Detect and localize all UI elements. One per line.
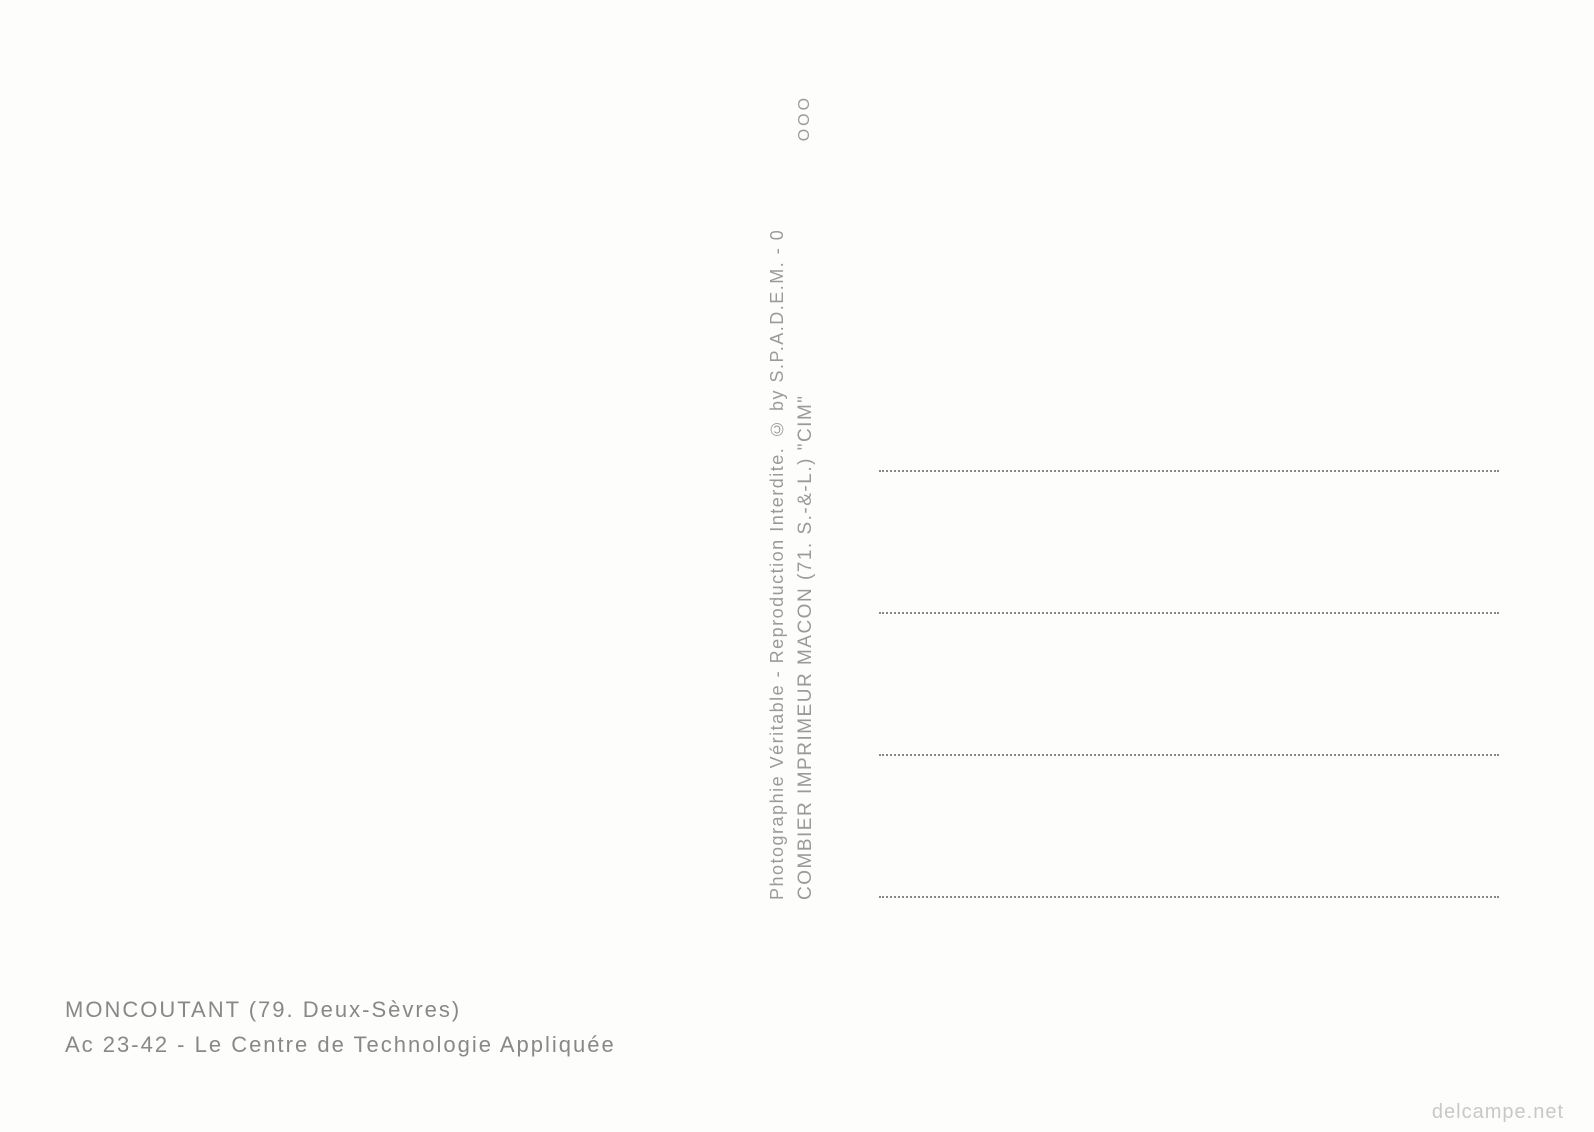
caption-location: MONCOUTANT (79. Deux-Sèvres) bbox=[65, 992, 616, 1027]
address-line-3 bbox=[879, 754, 1499, 756]
address-area bbox=[879, 470, 1499, 898]
publisher-line-1: COMBIER IMPRIMEUR MACON (71. S.-&-L.) "C… bbox=[795, 120, 817, 900]
address-line-4 bbox=[879, 896, 1499, 898]
publisher-line-2: Photographie Véritable - Reproduction In… bbox=[767, 120, 788, 900]
watermark: delcampe.net bbox=[1432, 1101, 1564, 1124]
caption-block: MONCOUTANT (79. Deux-Sèvres) Ac 23-42 - … bbox=[65, 992, 616, 1062]
address-line-1 bbox=[879, 470, 1499, 472]
publisher-text-2: Photographie Véritable - Reproduction In… bbox=[767, 447, 788, 900]
center-divider-text: COMBIER IMPRIMEUR MACON (71. S.-&-L.) "C… bbox=[757, 120, 837, 900]
copyright-text: © by S.P.A.D.E.M. - 0 bbox=[767, 229, 788, 439]
address-line-2 bbox=[879, 612, 1499, 614]
caption-subject: Ac 23-42 - Le Centre de Technologie Appl… bbox=[65, 1027, 616, 1062]
postcard-back: OOO COMBIER IMPRIMEUR MACON (71. S.-&-L.… bbox=[0, 0, 1594, 1132]
